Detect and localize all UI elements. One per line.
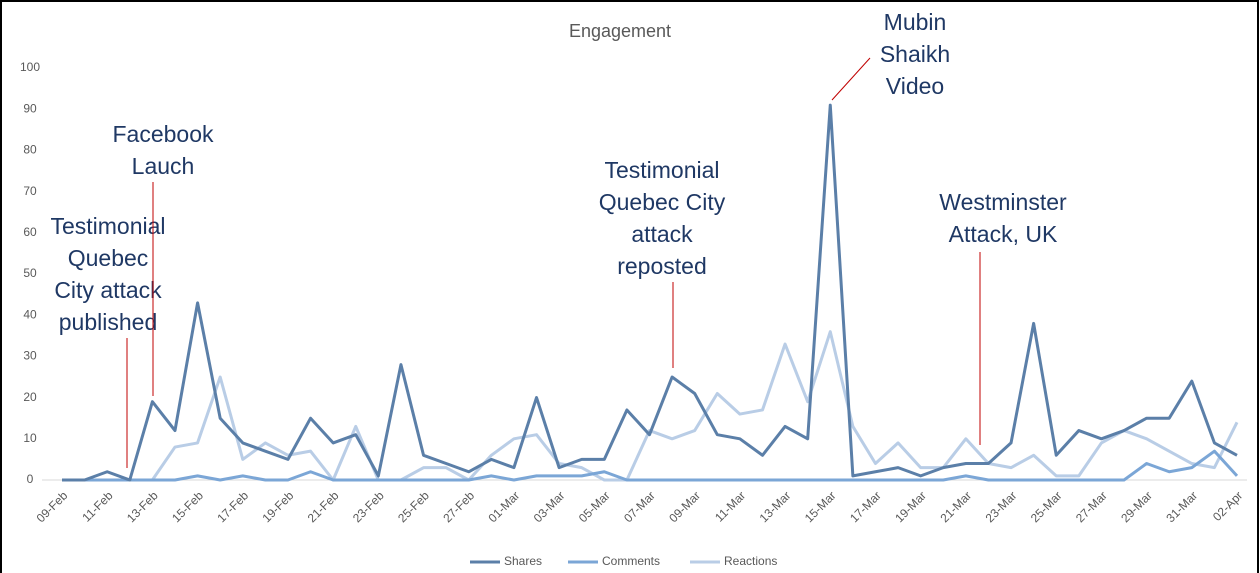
y-tick-label: 50 [23,266,37,280]
x-tick-label: 21-Feb [305,488,342,525]
x-tick-label: 17-Mar [847,488,884,525]
x-tick-label: 27-Feb [440,488,477,525]
y-tick-label: 100 [20,60,40,74]
annotation: Mubin [884,9,947,35]
y-tick-label: 70 [23,184,37,198]
annotation: Westminster [939,189,1067,215]
chart-title: Engagement [569,21,671,41]
x-tick-label: 13-Feb [124,488,161,525]
annotation: Testimonial [604,157,719,183]
x-tick-label: 01-Mar [486,488,523,525]
x-tick-label: 05-Mar [576,488,613,525]
x-tick-label: 15-Mar [802,488,839,525]
annotation: Quebec City [599,189,726,215]
x-tick-label: 13-Mar [757,488,794,525]
annotation: Video [886,73,944,99]
annotation: reposted [617,253,707,279]
annotation: published [59,309,157,335]
legend-label: Comments [602,554,660,568]
x-tick-label: 11-Mar [712,488,748,524]
annotation: Facebook [112,121,214,147]
x-tick-label: 19-Feb [260,488,297,525]
x-tick-label: 25-Mar [1028,488,1065,525]
series-line [62,103,1238,482]
x-tick-label: 07-Mar [621,488,658,525]
legend-label: Reactions [724,554,777,568]
annotation: Shaikh [880,41,950,67]
y-tick-label: 10 [23,431,37,445]
x-tick-label: 02-Apr [1210,488,1245,523]
x-tick-label: 27-Mar [1073,488,1110,525]
legend-label: Shares [504,554,542,568]
annotation-leader [831,57,871,101]
annotation: Testimonial [50,213,165,239]
y-tick-label: 90 [23,101,37,115]
x-tick-label: 19-Mar [892,488,929,525]
x-tick-label: 23-Feb [350,488,387,525]
annotation: Lauch [132,153,195,179]
series-line [62,330,1239,482]
x-tick-label: 25-Feb [395,488,432,525]
x-tick-label: 23-Mar [983,488,1020,525]
y-tick-label: 30 [23,349,37,363]
annotation: Attack, UK [949,221,1058,247]
y-tick-label: 60 [23,225,37,239]
series-line [62,449,1239,482]
y-tick-label: 40 [23,307,37,321]
x-tick-label: 29-Mar [1118,488,1155,525]
annotation: attack [631,221,693,247]
x-tick-label: 31-Mar [1163,488,1200,525]
y-tick-label: 20 [23,390,37,404]
annotation: City attack [54,277,162,303]
x-tick-label: 09-Mar [666,488,703,525]
x-tick-label: 17-Feb [214,488,251,525]
x-tick-label: 09-Feb [34,488,71,525]
y-tick-label: 0 [27,472,34,486]
x-tick-label: 11-Feb [79,488,115,524]
x-tick-label: 21-Mar [937,488,974,525]
x-tick-label: 15-Feb [169,488,206,525]
y-tick-label: 80 [23,143,37,157]
x-tick-label: 03-Mar [531,488,568,525]
annotation: Quebec [68,245,149,271]
